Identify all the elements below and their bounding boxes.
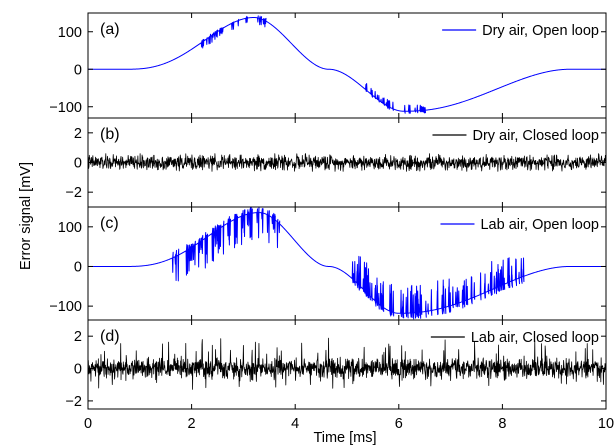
panel-tag: (b) <box>100 126 120 143</box>
y-axis-label: Error signal [mV] <box>18 162 34 270</box>
panel-tag: (a) <box>100 21 120 38</box>
legend: Lab air, Open loop <box>440 217 599 233</box>
panel-3: −100 0 100 (c) Lab air, Open loop <box>49 206 607 321</box>
panel-tag: (c) <box>100 215 119 232</box>
y-tick-label: −2 <box>65 185 82 201</box>
series-line <box>87 206 607 320</box>
panel-2: −2 0 2 (b) Dry air, Closed loop <box>65 117 607 208</box>
legend-label: Dry air, Closed loop <box>472 128 599 144</box>
x-tick-label: 2 <box>188 416 196 432</box>
legend-label: Dry air, Open loop <box>482 23 599 39</box>
y-tick-label: 0 <box>74 362 82 378</box>
y-tick-label: 0 <box>74 156 82 172</box>
series-line <box>87 337 607 390</box>
y-tick-label: 0 <box>74 62 82 78</box>
legend: Dry air, Closed loop <box>432 128 599 144</box>
y-tick-label: −2 <box>65 394 82 410</box>
x-tick-label: 4 <box>291 416 299 432</box>
y-tick-label: 2 <box>74 329 82 345</box>
legend-label: Lab air, Open loop <box>480 217 599 233</box>
legend: Lab air, Closed loop <box>430 330 599 346</box>
y-tick-label: −100 <box>49 100 82 116</box>
y-tick-label: 100 <box>58 220 82 236</box>
y-tick-label: 2 <box>74 126 82 142</box>
y-tick-label: 100 <box>58 25 82 41</box>
x-tick-label: 8 <box>498 416 506 432</box>
series-line <box>87 15 607 114</box>
panel-frame <box>87 319 607 410</box>
y-tick-label: 0 <box>74 259 82 275</box>
panel-tag: (d) <box>100 328 120 345</box>
y-tick-label: −100 <box>49 299 82 315</box>
legend-label: Lab air, Closed loop <box>471 330 599 346</box>
legend: Dry air, Open loop <box>442 23 599 39</box>
x-tick-label: 6 <box>395 416 403 432</box>
series-line <box>87 153 607 172</box>
x-tick-label: 0 <box>84 416 92 432</box>
panel-4: 0 2 4 6 8 10−202 (d) Lab air, Closed loop <box>65 319 614 432</box>
x-axis-label: Time [ms] <box>313 430 376 446</box>
panel-1: −100 0 100 (a) Dry air, Open loop <box>49 12 607 119</box>
x-tick-label: 10 <box>598 416 614 432</box>
